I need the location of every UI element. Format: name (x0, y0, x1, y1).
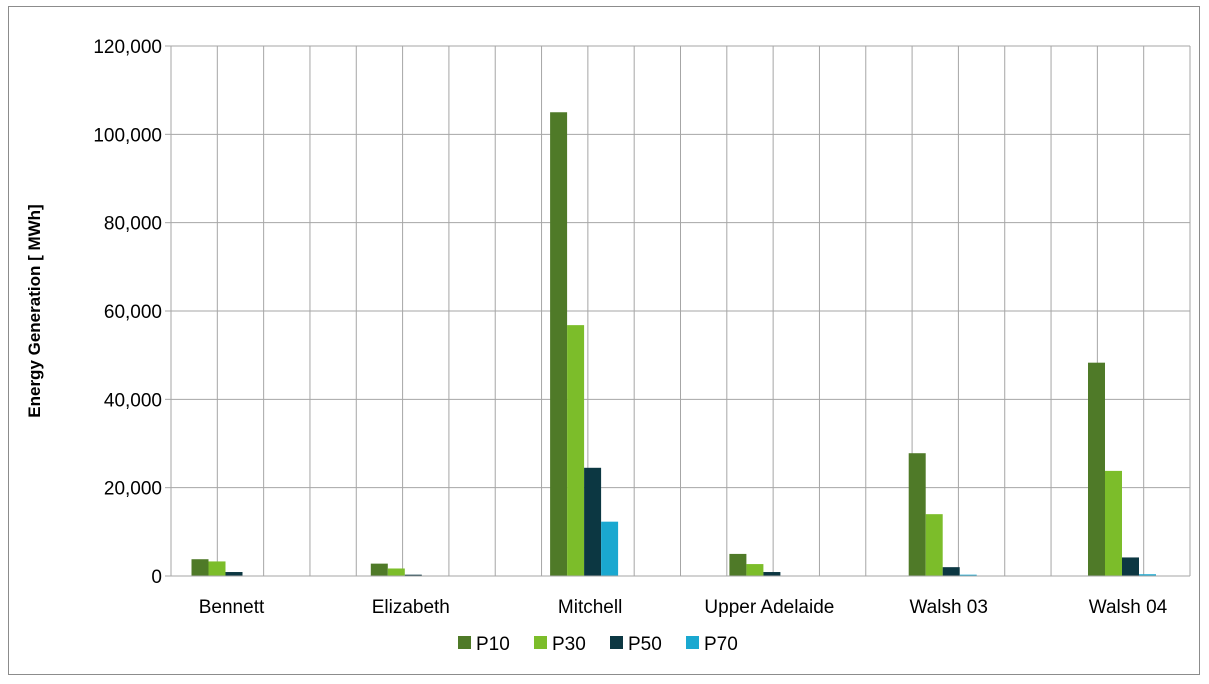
y-tick-label: 100,000 (93, 125, 162, 146)
bar-p30-2 (567, 325, 585, 576)
bar-p70-5 (1139, 574, 1156, 576)
bar-p50-2 (584, 467, 602, 576)
bar-p10-3 (729, 553, 747, 576)
x-tick-label: Walsh 04 (1089, 597, 1168, 618)
bar-p30-4 (925, 514, 943, 576)
y-tick-label: 20,000 (104, 479, 162, 500)
y-tick-label: 40,000 (104, 390, 162, 411)
bar-p50-4 (942, 567, 960, 576)
gridlines (170, 45, 1191, 577)
bar-p30-0 (208, 561, 226, 576)
x-tick-label: Bennett (199, 597, 265, 618)
x-tick-label: Mitchell (558, 597, 622, 618)
bar-p30-5 (1105, 470, 1122, 576)
chart-frame: 0 20,000 40,000 60,000 80,000 100,000 120,000 … (8, 6, 1200, 675)
bar-p70-2 (601, 521, 619, 576)
legend-label-p10: P10 (476, 634, 510, 655)
x-tick-label: Elizabeth (372, 597, 450, 618)
legend-label-p50: P50 (628, 634, 662, 655)
bar-p10-5 (1088, 362, 1105, 576)
x-tick-labels: Bennett Elizabeth Mitchell Upper Adelaide Wa… (199, 597, 1168, 618)
bar-p50-0 (225, 572, 243, 576)
bar-p10-2 (550, 112, 568, 576)
bar-p10-4 (908, 453, 926, 576)
x-tick-label: Upper Adelaide (704, 597, 834, 618)
bar-p50-3 (763, 572, 781, 576)
y-axis-label: Energy Generation [ MWh] (25, 204, 44, 417)
legend: P10 P30 P50 P70 (458, 634, 738, 655)
bar-p30-1 (387, 568, 405, 576)
x-tick-label: Walsh 03 (909, 597, 988, 618)
legend-swatch-p30 (534, 636, 547, 649)
legend-label-p30: P30 (552, 634, 586, 655)
bar-chart: 020,00040,00060,00080,000100,000120,000 … (25, 37, 1191, 655)
bar-p10-1 (370, 563, 388, 576)
y-tick-label: 120,000 (93, 37, 162, 58)
y-tick-labels: 0 20,000 40,000 60,000 80,000 100,000 120,000 (93, 37, 162, 588)
bar-p30-3 (746, 564, 764, 576)
y-tick-label: 0 (151, 567, 162, 588)
y-tick-label: 60,000 (104, 302, 162, 323)
bar-p70-4 (959, 574, 977, 576)
legend-swatch-p50 (610, 636, 623, 649)
legend-swatch-p70 (686, 636, 699, 649)
bar-p50-5 (1122, 557, 1139, 576)
y-tick-label: 80,000 (104, 214, 162, 235)
legend-swatch-p10 (458, 636, 471, 649)
legend-label-p70: P70 (704, 634, 738, 655)
bars (191, 112, 1156, 576)
bar-p10-0 (191, 559, 209, 576)
axes (165, 45, 1190, 577)
bar-p50-1 (404, 574, 422, 576)
